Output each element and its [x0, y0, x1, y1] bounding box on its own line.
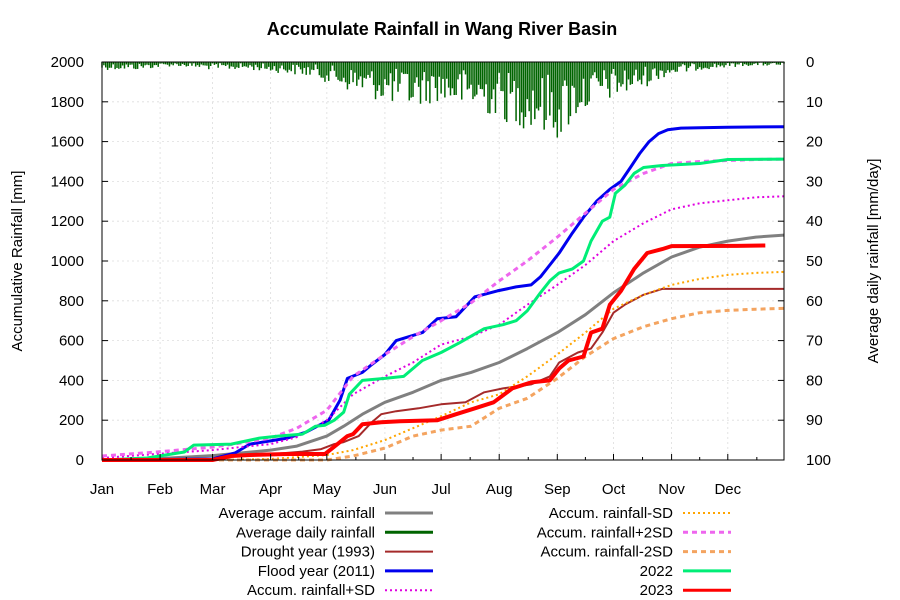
y2-tick-label: 40: [806, 213, 823, 230]
legend-label: Accum. rainfall-2SD: [540, 544, 673, 561]
series-line-2022: [101, 157, 785, 462]
legend-label: Drought year (1993): [241, 544, 375, 561]
y-tick-label: 400: [59, 372, 84, 389]
legend-label: 2022: [640, 563, 673, 580]
x-tick-label: Dec: [714, 481, 741, 498]
x-tick-label: Feb: [147, 481, 173, 498]
y-tick-label: 600: [59, 333, 84, 350]
series-line-average-accum-rainfall: [101, 233, 785, 462]
y2-axis-ticks: 0 10 20 30 40 50 60 70 80 90 100: [778, 54, 831, 469]
series-line-accum-rainfall-2sd: [101, 157, 785, 458]
legend-label: Accum. rainfall+SD: [247, 582, 375, 599]
x-tick-label: Sep: [544, 481, 571, 498]
x-tick-label: Jul: [432, 481, 451, 498]
y-tick-label: 2000: [51, 54, 84, 71]
x-tick-label: Aug: [486, 481, 513, 498]
y2-axis-label: Average daily rainfall [mm/day]: [865, 159, 882, 364]
chart-title: Accumulate Rainfall in Wang River Basin: [267, 19, 617, 39]
y-tick-label: 1200: [51, 213, 84, 230]
legend-label: 2023: [640, 582, 673, 599]
legend-label: Average daily rainfall: [236, 524, 375, 541]
y-tick-label: 800: [59, 293, 84, 310]
grid-lines: [101, 61, 784, 461]
y-tick-label: 1800: [51, 94, 84, 111]
x-tick-label: Jan: [90, 481, 114, 498]
y2-tick-label: 0: [806, 54, 814, 71]
y-tick-label: 200: [59, 412, 84, 429]
y2-tick-label: 10: [806, 94, 823, 111]
y2-tick-label: 60: [806, 293, 823, 310]
y-axis-ticks: 0 200 400 600 800 1000 1200 1400 1600 1800 2000: [51, 54, 108, 469]
series-line-2023: [102, 243, 766, 462]
legend-label: Accum. rainfall+2SD: [537, 524, 673, 541]
x-tick-label: Mar: [200, 481, 226, 498]
y2-tick-label: 50: [806, 253, 823, 270]
y-axis-label: Accumulative Rainfall [mm]: [9, 171, 26, 352]
legend: Average accum. rainfall Average daily rai…: [219, 505, 731, 599]
y-tick-label: 1000: [51, 253, 84, 270]
y2-tick-label: 80: [806, 372, 823, 389]
series-line-drought-year-1993: [102, 287, 784, 461]
series-lines: [101, 125, 785, 462]
legend-label: Accum. rainfall-SD: [549, 505, 673, 522]
legend-label: Average accum. rainfall: [219, 505, 375, 522]
x-tick-label: May: [313, 481, 342, 498]
y2-tick-label: 30: [806, 173, 823, 190]
series-line-flood-year-2011: [101, 125, 785, 462]
y2-tick-label: 100: [806, 452, 831, 469]
y-tick-label: 0: [76, 452, 84, 469]
x-tick-label: Oct: [602, 481, 626, 498]
series-line-accum-rainfall-sd: [102, 270, 785, 461]
x-tick-label: Apr: [259, 481, 282, 498]
y2-tick-label: 20: [806, 134, 823, 151]
y2-tick-label: 90: [806, 412, 823, 429]
y-tick-label: 1600: [51, 134, 84, 151]
legend-label: Flood year (2011): [258, 563, 375, 580]
x-tick-label: Jun: [373, 481, 397, 498]
y2-tick-label: 70: [806, 333, 823, 350]
y-tick-label: 1400: [51, 173, 84, 190]
x-axis-ticks: Jan Feb Mar Apr May Jun Jul Aug Sep Oct Nov Dec: [90, 454, 758, 498]
daily-rainfall-bars: [101, 62, 785, 138]
series-line-accum-rainfall-2sd: [102, 306, 785, 462]
x-tick-label: Nov: [658, 481, 685, 498]
